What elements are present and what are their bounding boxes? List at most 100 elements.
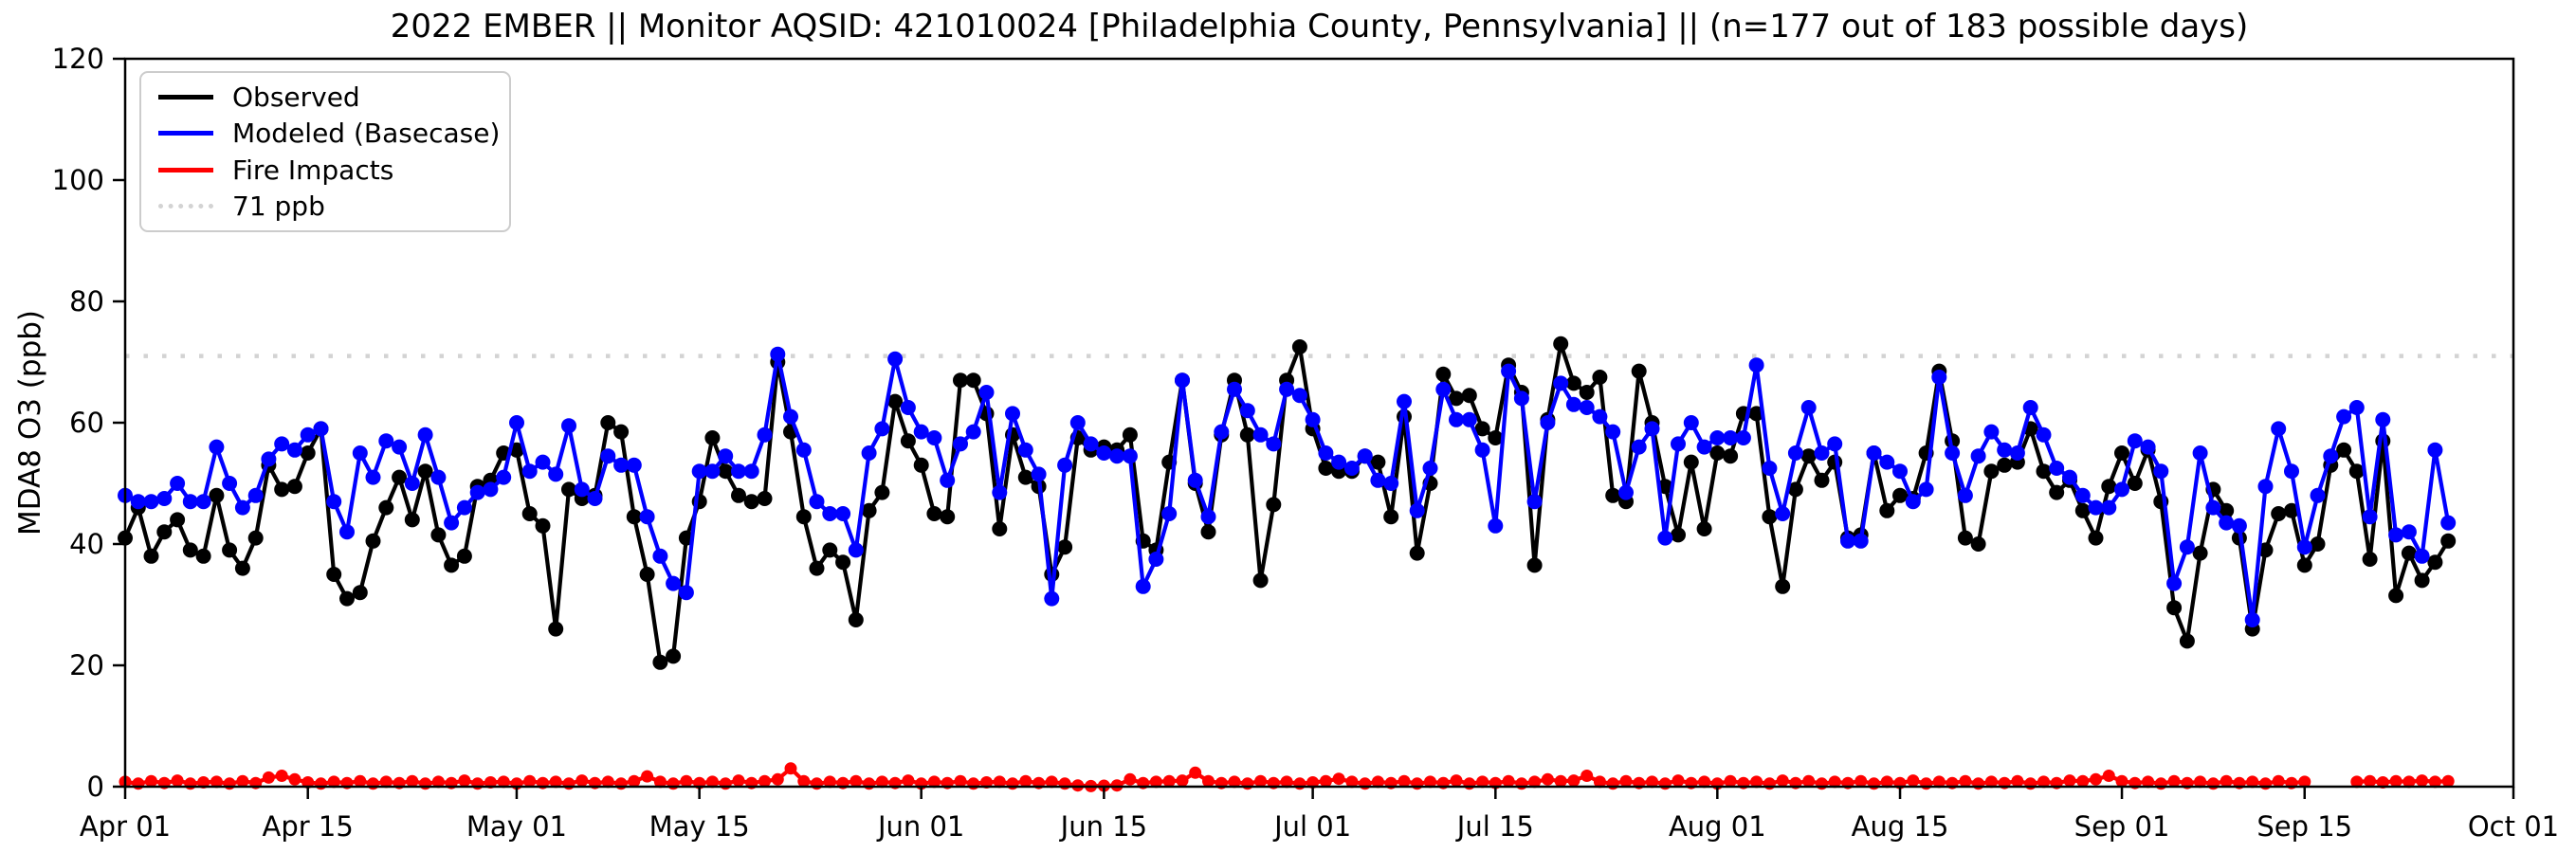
modeled-basecase--marker (848, 542, 864, 558)
modeled-basecase--marker (783, 408, 798, 425)
observed-marker (953, 372, 968, 389)
fire-impacts-marker (1854, 774, 1868, 788)
fire-impacts-marker (2090, 772, 2102, 786)
fire-impacts-marker (1045, 775, 1058, 789)
observed-marker (548, 621, 564, 637)
fire-impacts-marker (419, 777, 432, 790)
legend-item-modeled: Modeled (Basecase) (158, 118, 500, 149)
modeled-basecase--marker (444, 515, 460, 531)
fire-impacts-marker (575, 774, 589, 788)
modeled-basecase--marker (274, 436, 290, 452)
modeled-basecase--marker (1227, 381, 1242, 397)
observed-marker (718, 463, 734, 480)
fire-impacts-marker (1280, 775, 1293, 789)
fire-impacts-marker (2298, 775, 2311, 789)
modeled-basecase--marker (1239, 403, 1255, 419)
observed-marker (2166, 600, 2183, 616)
observed-marker (757, 491, 773, 506)
observed-marker (2348, 463, 2365, 480)
modeled-basecase--marker (1579, 400, 1595, 415)
modeled-basecase--marker (2348, 400, 2365, 415)
modeled-basecase--marker (1291, 388, 1307, 404)
observed-marker (2101, 479, 2117, 495)
fire-impacts-marker (2037, 775, 2050, 789)
modeled-basecase--marker (1997, 442, 2013, 458)
legend-item-fire: Fire Impacts (158, 154, 492, 186)
observed-marker (1565, 375, 1581, 391)
fire-impacts-marker (641, 770, 654, 783)
fire-impacts-marker (1984, 775, 1998, 789)
observed-marker (521, 506, 538, 521)
observed-marker (2049, 484, 2065, 500)
fire-impacts-marker (2272, 774, 2285, 788)
observed-marker (1291, 339, 1307, 354)
observed-marker (861, 502, 877, 518)
fire-impacts-marker (2142, 775, 2155, 789)
modeled-basecase--marker (1057, 457, 1073, 473)
fire-impacts-marker (2259, 777, 2272, 790)
observed-marker (2127, 476, 2143, 491)
modeled-basecase--marker (1945, 445, 1961, 461)
observed-marker (234, 560, 250, 576)
modeled-basecase--marker (2153, 463, 2169, 480)
y-tick-label: 100 (52, 164, 104, 196)
modeled-basecase--marker (2101, 499, 2117, 516)
modeled-basecase--marker (392, 439, 408, 455)
observed-marker (2296, 557, 2312, 573)
x-tick-label: May 15 (649, 810, 750, 843)
modeled-basecase--marker (1279, 381, 1295, 397)
x-tick-label: Jul 15 (1455, 810, 1534, 843)
modeled-basecase--marker (2310, 487, 2326, 503)
observed-marker (1370, 454, 1386, 470)
observed-marker (1892, 487, 1908, 503)
observed-marker (1814, 472, 1830, 488)
observed-marker (600, 415, 616, 430)
observed-marker (170, 512, 186, 528)
x-tick-label: Jun 15 (1059, 810, 1147, 843)
x-tick-label: May 01 (466, 810, 567, 843)
modeled-basecase--marker (2219, 515, 2235, 531)
observed-marker (535, 517, 551, 534)
fire-impacts-marker (1293, 777, 1306, 790)
fire-impacts-marker (327, 775, 340, 789)
modeled-basecase--marker (2166, 575, 2183, 591)
fire-impacts-marker (2167, 774, 2181, 788)
observed-marker (1762, 509, 1778, 525)
fire-impacts-marker (223, 777, 236, 790)
modeled-basecase--marker (143, 494, 159, 510)
observed-marker (1383, 509, 1399, 525)
modeled-basecase--marker (417, 426, 433, 443)
observed-marker (1683, 454, 1699, 470)
observed-marker (339, 590, 355, 607)
y-tick-label: 40 (69, 528, 104, 560)
observed-marker (286, 479, 302, 495)
fire-impacts-marker (1750, 775, 1763, 789)
modeled-basecase--marker (1787, 445, 1803, 461)
modeled-basecase--marker (2362, 509, 2378, 525)
modeled-basecase--marker (2114, 481, 2129, 498)
modeled-basecase--marker (182, 494, 198, 510)
modeled-basecase--marker (822, 506, 838, 521)
modeled-basecase--marker (2401, 524, 2417, 540)
observed-marker (965, 372, 981, 389)
fire-impacts-marker (1241, 777, 1254, 790)
fire-impacts-marker (1411, 777, 1424, 790)
modeled-basecase--marker (718, 448, 734, 464)
observed-marker (404, 512, 420, 528)
modeled-basecase--marker (965, 424, 981, 440)
threshold-line-swatch (158, 204, 213, 209)
fire-impacts-marker (2364, 774, 2377, 788)
observed-marker (2401, 545, 2417, 561)
modeled-basecase--marker (1853, 533, 1869, 549)
modeled-basecase--marker (1631, 439, 1647, 455)
modeled-basecase--marker (561, 418, 576, 434)
observed-marker (1970, 536, 1986, 552)
observed-marker (1057, 539, 1073, 555)
observed-marker (1252, 572, 1269, 589)
fire-impacts-marker (379, 775, 393, 789)
observed-marker (992, 521, 1008, 536)
fire-impacts-marker (863, 777, 876, 790)
fire-impacts-marker (145, 774, 157, 788)
observed-marker (731, 487, 746, 503)
observed-marker (222, 542, 238, 558)
